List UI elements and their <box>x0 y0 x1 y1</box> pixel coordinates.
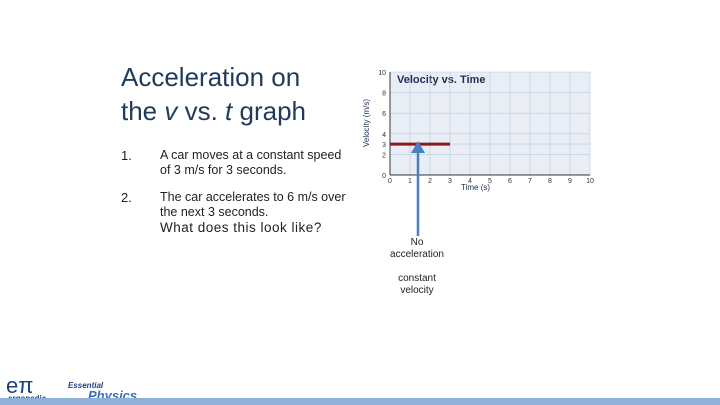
x-tick-label: 10 <box>586 178 594 185</box>
item-number: 2. <box>121 190 132 205</box>
y-tick-label: 2 <box>382 152 386 159</box>
x-tick-label: 0 <box>388 178 392 185</box>
annotation: constant velocity <box>372 273 462 297</box>
x-tick-label: 9 <box>568 178 572 185</box>
item-text: The car accelerates to 6 m/s over the ne… <box>160 190 346 219</box>
x-tick-label: 6 <box>508 178 512 185</box>
slide-title: Acceleration on the v vs. t graph <box>121 60 306 128</box>
question: What does this look like? <box>160 220 322 235</box>
title-line: the v vs. t graph <box>121 94 306 128</box>
title-line: Acceleration on <box>121 62 301 92</box>
title-part: v <box>164 96 178 126</box>
y-axis-label: Velocity (m/s) <box>362 99 371 147</box>
chart-title: Velocity vs. Time <box>397 74 485 86</box>
arrow-head <box>411 141 425 153</box>
logo-mark: eπ <box>6 373 33 398</box>
annotation-line: constant <box>398 273 436 284</box>
item-number: 1. <box>121 148 132 163</box>
logo-series: Essential <box>68 381 104 390</box>
title-part: vs. <box>177 96 226 126</box>
annotation-line: acceleration <box>390 249 444 260</box>
x-tick-label: 1 <box>408 178 412 185</box>
x-axis-label: Time (s) <box>461 183 490 192</box>
title-part: t <box>225 96 233 126</box>
y-tick-label: 4 <box>382 132 386 139</box>
y-tick-label: 3 <box>382 142 386 149</box>
x-tick-label: 3 <box>448 178 452 185</box>
title-part: graph <box>232 96 307 126</box>
x-tick-label: 2 <box>428 178 432 185</box>
y-tick-label: 8 <box>382 91 386 98</box>
annotation-line: No <box>410 237 424 248</box>
x-tick-label: 7 <box>528 178 532 185</box>
x-tick-label: 8 <box>548 178 552 185</box>
y-tick-label: 6 <box>382 111 386 118</box>
item-text: A car moves at a constant speed of 3 m/s… <box>160 148 342 177</box>
footer-bar <box>0 398 720 405</box>
x-tick-label: 5 <box>488 178 492 185</box>
annotation: No acceleration <box>372 237 462 261</box>
x-tick-label: 4 <box>468 178 472 185</box>
y-tick-label: 0 <box>382 173 386 180</box>
title-part: the <box>121 96 165 126</box>
y-tick-label: 10 <box>378 70 386 77</box>
annotation-line: velocity <box>400 285 434 296</box>
